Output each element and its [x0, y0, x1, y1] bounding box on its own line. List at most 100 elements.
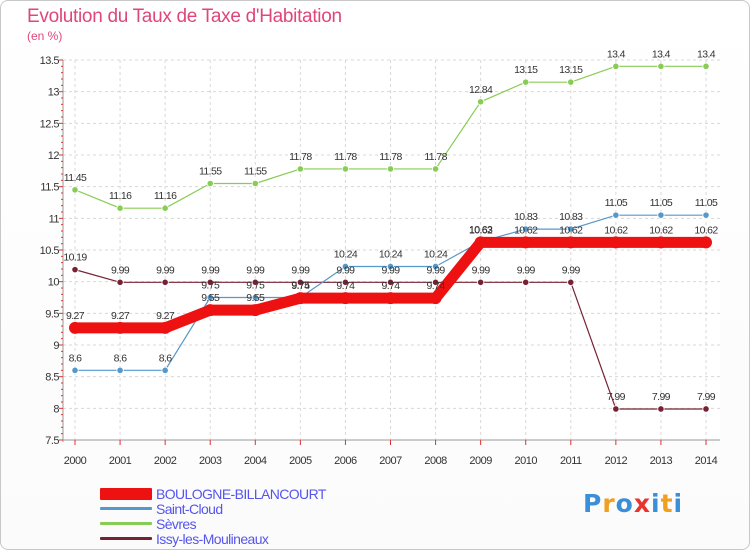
legend-swatch-saint-cloud: [100, 507, 152, 510]
data-point: [294, 292, 307, 305]
data-label: 9.99: [562, 264, 581, 276]
data-point: [159, 321, 172, 334]
data-label: 8.6: [69, 352, 83, 364]
logo-letter: x: [633, 489, 651, 518]
logo-letter: t: [660, 489, 674, 518]
legend-label-boulogne: BOULOGNE-BILLANCOURT: [156, 485, 326, 502]
data-point: [206, 179, 214, 188]
data-label: 9.99: [246, 264, 265, 276]
data-label: 11.05: [650, 197, 673, 209]
x-tick-label: 2008: [424, 455, 447, 467]
y-tick-label: 13.5: [40, 55, 60, 67]
legend-label-issy: Issy-les-Moulineaux: [156, 530, 269, 547]
data-point: [612, 405, 620, 413]
data-label: 10.83: [514, 211, 538, 223]
data-label: 8.6: [159, 352, 173, 364]
legend-item-issy[interactable]: Issy-les-Moulineaux: [100, 530, 326, 547]
data-label: 9.55: [201, 292, 220, 304]
data-label: 11.55: [199, 166, 222, 178]
y-tick-label: 13: [48, 87, 60, 99]
data-point: [251, 293, 259, 302]
data-label: 10.62: [604, 224, 628, 236]
data-label: 11.55: [244, 166, 267, 178]
x-tick-label: 2003: [199, 455, 222, 467]
data-point: [116, 366, 124, 374]
legend-item-saint-cloud[interactable]: Saint-Cloud: [100, 501, 326, 517]
data-point: [477, 98, 485, 106]
data-point: [161, 366, 169, 374]
legend-item-sevres[interactable]: Sèvres: [100, 515, 326, 532]
proxiti-logo: Proxiti: [583, 489, 683, 518]
data-label: 7.99: [607, 391, 626, 403]
logo-letter: i: [673, 489, 684, 518]
data-label: 11.16: [109, 190, 132, 202]
data-label: 8.6: [114, 352, 128, 364]
data-label: 10.24: [424, 248, 448, 260]
y-tick-label: 11: [49, 213, 60, 225]
data-point: [386, 165, 395, 173]
data-point: [161, 204, 169, 212]
data-label: 11.78: [289, 151, 312, 163]
data-label: 10.62: [469, 224, 493, 236]
data-point: [654, 236, 667, 249]
data-label: 9.99: [472, 264, 491, 276]
logo-letter: P: [583, 489, 603, 518]
data-point: [612, 211, 620, 219]
data-point: [657, 405, 665, 413]
data-label: 10.62: [559, 224, 583, 236]
data-label: 10.83: [559, 211, 583, 223]
data-label: 9.75: [201, 280, 220, 292]
data-label: 9.74: [336, 280, 355, 292]
y-tick-label: 9.5: [45, 308, 59, 320]
x-tick-label: 2005: [289, 455, 312, 467]
data-point: [296, 165, 304, 173]
legend-label-sevres: Sèvres: [156, 515, 197, 532]
data-point: [702, 405, 710, 413]
data-point: [519, 236, 532, 249]
legend-swatch-issy: [100, 537, 152, 540]
data-label: 9.75: [291, 280, 310, 292]
y-tick-label: 11.5: [40, 182, 59, 194]
legend-swatch-boulogne: [100, 487, 152, 500]
data-label: 9.74: [291, 280, 310, 292]
data-label: 11.05: [695, 197, 718, 209]
data-point: [567, 278, 575, 286]
data-label: 9.99: [336, 264, 355, 276]
x-tick-label: 2014: [695, 455, 718, 467]
data-label: 9.75: [246, 280, 265, 292]
data-point: [431, 278, 440, 286]
data-label: 10.63: [469, 224, 493, 236]
data-point: [341, 165, 350, 173]
data-point: [251, 179, 259, 188]
data-label: 11.05: [605, 197, 628, 209]
data-point: [612, 62, 620, 70]
legend-item-boulogne[interactable]: BOULOGNE-BILLANCOURT: [100, 485, 326, 502]
y-tick-label: 10: [48, 277, 60, 289]
data-point: [567, 78, 575, 86]
data-label: 9.27: [156, 310, 175, 322]
data-label: 9.74: [381, 280, 400, 292]
data-point: [522, 78, 530, 86]
data-label: 9.74: [427, 280, 446, 292]
x-tick-label: 2013: [650, 455, 673, 467]
data-point: [71, 266, 79, 274]
data-label: 9.27: [111, 310, 130, 322]
x-tick-label: 2009: [469, 455, 492, 467]
data-label: 9.99: [201, 264, 220, 276]
data-point: [609, 236, 622, 249]
data-label: 9.99: [156, 264, 175, 276]
data-label: 12.84: [469, 84, 493, 96]
data-point: [702, 211, 710, 219]
data-point: [206, 278, 214, 286]
legend-swatch-sevres: [100, 522, 152, 525]
data-point: [657, 211, 665, 219]
y-tick-label: 12: [48, 150, 60, 162]
data-label: 9.99: [111, 264, 130, 276]
data-label: 10.62: [649, 224, 673, 236]
data-point: [386, 262, 395, 271]
y-tick-label: 8.5: [45, 372, 59, 384]
data-point: [69, 321, 81, 334]
data-point: [206, 293, 214, 302]
data-label: 10.24: [379, 248, 403, 260]
